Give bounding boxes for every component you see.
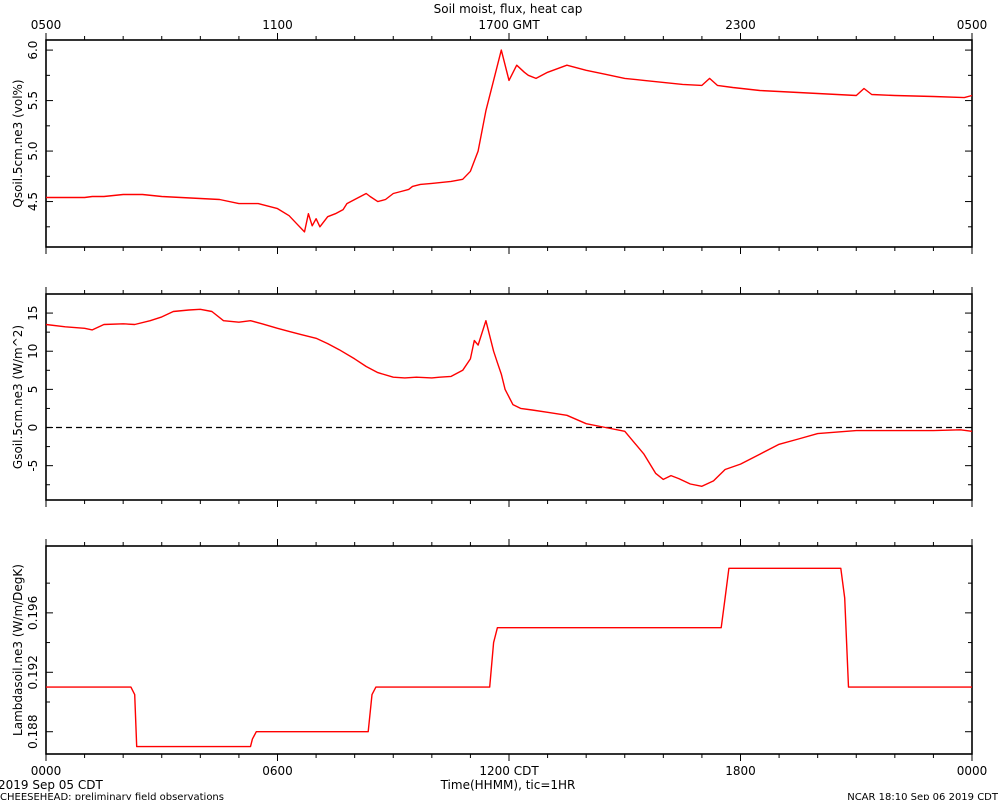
top-axis-tick-label: 1700 GMT	[478, 18, 540, 32]
top-axis-tick-label: 1100	[262, 18, 293, 32]
y-tick-label: 10	[26, 344, 40, 359]
footer-left-note: CHEESEHEAD: preliminary field observatio…	[0, 792, 224, 800]
x-axis-label: Time(HHMM), tic=1HR	[440, 778, 576, 792]
y-tick-label: 5.0	[26, 142, 40, 161]
y-tick-label: 0.188	[26, 715, 40, 749]
y-tick-label: 4.5	[26, 192, 40, 211]
y-tick-label: 5	[26, 386, 40, 394]
plot-frame	[45, 39, 973, 248]
data-series-line	[46, 49, 973, 233]
top-axis-tick-label: 0500	[957, 18, 988, 32]
y-axis-label: Lambdasoil.ne3 (W/m/DegK)	[11, 564, 25, 736]
soil-moisture-panel: 4.5 5.0 5.5 6.0 Qsoil.5cm.ne3 (vol%)	[11, 33, 973, 254]
bottom-axis-labels: 0000 0600 1200 CDT 1800 0000	[31, 764, 988, 778]
top-axis-labels: 0500 1100 1700 GMT 2300 0500	[31, 18, 988, 32]
plot-frame	[45, 545, 973, 755]
footer-right-note: NCAR 18:10 Sep 06 2019 CDT	[847, 792, 999, 800]
y-axis-label: Gsoil.5cm.ne3 (W/m^2)	[11, 325, 25, 469]
bottom-axis-tick-label: 0000	[957, 764, 988, 778]
y-tick-label: 0.196	[26, 596, 40, 630]
y-tick-label: -5	[26, 460, 40, 472]
y-axis-label: Qsoil.5cm.ne3 (vol%)	[11, 79, 25, 207]
y-tick-label: 0.192	[26, 655, 40, 689]
y-tick-label: 15	[26, 305, 40, 320]
data-series-line	[45, 308, 973, 487]
date-label: 2019 Sep 05 CDT	[0, 778, 103, 792]
bottom-axis-tick-label: 0000	[31, 764, 62, 778]
bottom-axis-tick-label: 0600	[262, 764, 293, 778]
y-tick-label: 6.0	[26, 41, 40, 60]
chart-title: Soil moist, flux, heat cap	[434, 2, 583, 16]
data-series-line	[46, 567, 972, 748]
top-axis-tick-label: 2300	[725, 18, 756, 32]
top-axis-tick-label: 0500	[31, 18, 62, 32]
bottom-axis-tick-label: 1200 CDT	[479, 764, 539, 778]
bottom-axis-tick-label: 1800	[725, 764, 756, 778]
y-tick-label: 0	[26, 424, 40, 432]
y-tick-label: 5.5	[26, 91, 40, 110]
